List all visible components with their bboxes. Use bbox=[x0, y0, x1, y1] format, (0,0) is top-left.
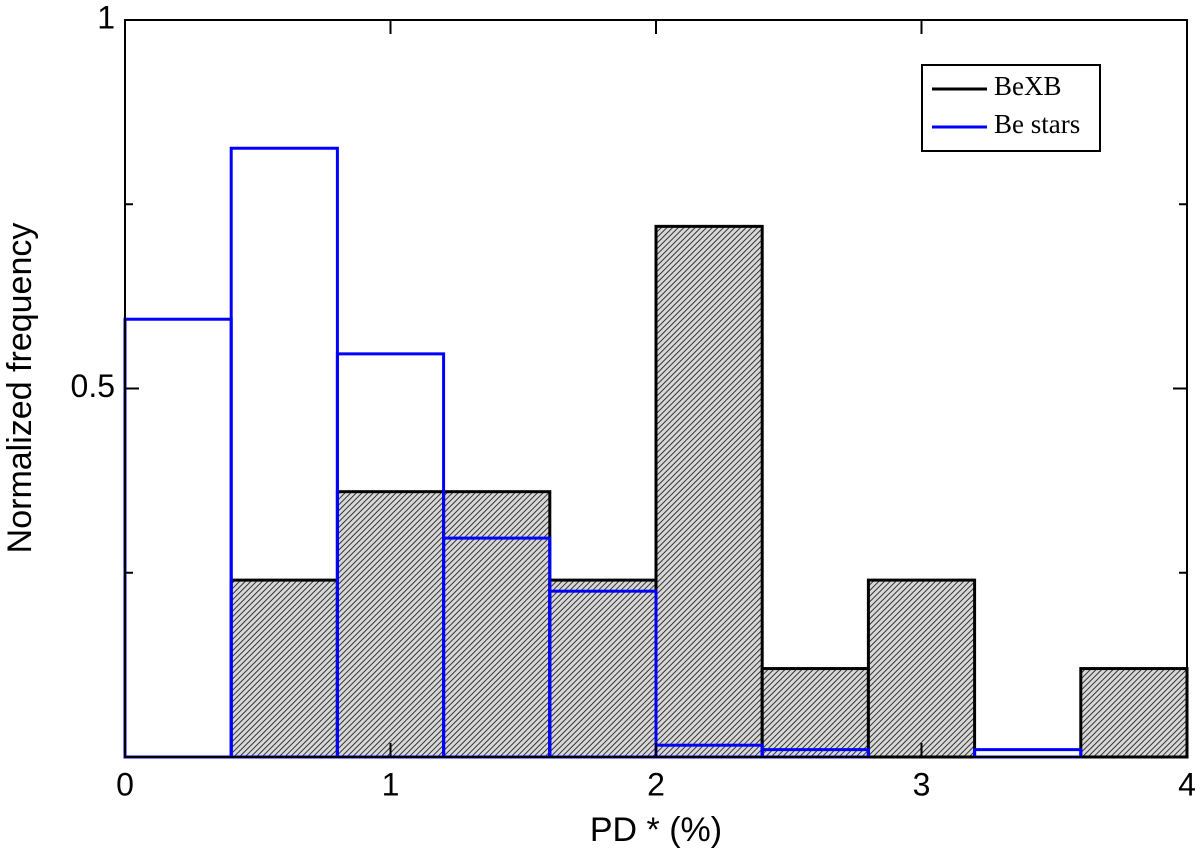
histogram-bar bbox=[760, 667, 870, 759]
histogram-bar bbox=[548, 578, 658, 759]
x-tick-label: 4 bbox=[1178, 766, 1196, 802]
y-axis-label: Normalized frequency bbox=[1, 223, 39, 554]
histogram-bar bbox=[654, 224, 764, 759]
histogram-bar bbox=[1079, 667, 1189, 759]
x-axis-label: PD * (%) bbox=[590, 811, 722, 849]
histogram-bar bbox=[973, 748, 1083, 759]
x-tick-label: 1 bbox=[382, 766, 400, 802]
x-tick-label: 3 bbox=[913, 766, 931, 802]
x-tick-label: 0 bbox=[116, 766, 134, 802]
histogram-bar bbox=[123, 317, 233, 759]
histogram-bar bbox=[229, 578, 339, 759]
x-tick-label: 2 bbox=[647, 766, 665, 802]
histogram-bar bbox=[442, 490, 552, 759]
legend-label: BeXB bbox=[994, 71, 1062, 101]
y-tick-label: 0.5 bbox=[71, 368, 115, 404]
histogram-bar bbox=[335, 490, 446, 759]
y-tick-label: 1 bbox=[97, 0, 115, 35]
legend-label: Be stars bbox=[994, 109, 1080, 139]
legend-box bbox=[921, 64, 1101, 152]
histogram-bar bbox=[866, 578, 977, 759]
